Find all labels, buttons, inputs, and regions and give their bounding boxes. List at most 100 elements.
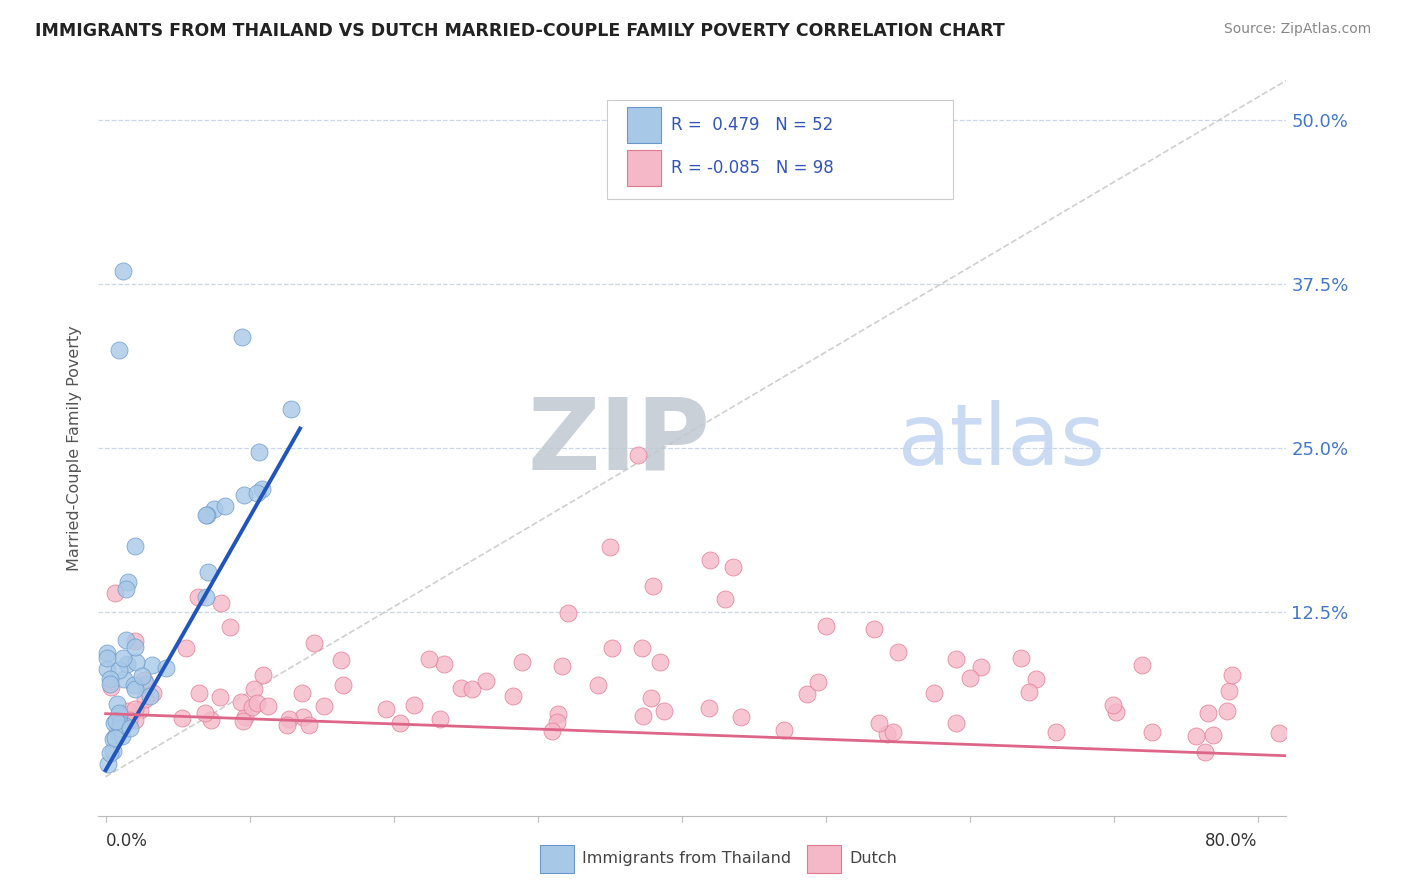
Point [599, 540, 621, 554]
Point [868, 715, 890, 730]
Point [1025, 672, 1047, 686]
Point [510, 656, 533, 670]
Text: Dutch: Dutch [849, 852, 897, 866]
Point [375, 702, 398, 716]
Text: R = -0.085   N = 98: R = -0.085 N = 98 [671, 159, 834, 177]
Point [100, 680, 122, 694]
Point [124, 640, 146, 655]
Point [697, 701, 720, 715]
Point [98, 672, 121, 686]
Point [242, 681, 264, 696]
Point [197, 566, 219, 580]
Point [652, 704, 675, 718]
Point [111, 264, 134, 278]
Point [96, 662, 118, 676]
Point [882, 725, 904, 739]
Point [602, 640, 624, 655]
Point [124, 702, 146, 716]
Point [1132, 658, 1154, 673]
Point [118, 722, 141, 736]
Point [107, 343, 129, 357]
Point [404, 698, 426, 712]
Point [124, 713, 146, 727]
Point [122, 678, 145, 692]
Point [105, 724, 128, 739]
Point [219, 619, 242, 633]
Point [232, 714, 254, 728]
Point [389, 715, 412, 730]
Point [134, 673, 156, 688]
Point [631, 640, 654, 655]
Point [1268, 725, 1291, 739]
Point [170, 711, 193, 725]
Point [291, 710, 314, 724]
Point [108, 721, 131, 735]
Point [124, 655, 146, 669]
Point [98, 677, 121, 691]
Point [648, 655, 671, 669]
Text: Source: ZipAtlas.com: Source: ZipAtlas.com [1223, 22, 1371, 37]
Point [117, 574, 139, 589]
Point [475, 674, 498, 689]
Point [194, 706, 217, 721]
Point [796, 687, 818, 701]
Point [1215, 705, 1237, 719]
Point [108, 663, 131, 677]
Point [773, 723, 796, 738]
Point [1011, 651, 1033, 665]
Point [214, 499, 236, 513]
Point [862, 622, 884, 636]
Point [252, 668, 274, 682]
Point [641, 579, 664, 593]
Point [541, 724, 564, 739]
Point [233, 488, 256, 502]
Point [970, 660, 993, 674]
Text: 0.0%: 0.0% [105, 832, 148, 850]
Point [699, 553, 721, 567]
Point [1198, 706, 1220, 721]
Text: 80.0%: 80.0% [1205, 832, 1258, 850]
Point [231, 329, 253, 343]
Point [502, 690, 524, 704]
Point [229, 695, 252, 709]
Point [922, 686, 945, 700]
Point [202, 501, 225, 516]
Point [257, 699, 280, 714]
Point [115, 633, 138, 648]
Point [96, 651, 118, 665]
Point [131, 669, 153, 683]
Point [247, 445, 270, 459]
Point [188, 686, 211, 700]
Point [139, 690, 162, 704]
Point [135, 677, 157, 691]
Point [104, 731, 127, 745]
Point [111, 650, 134, 665]
Point [103, 715, 125, 730]
Point [1201, 728, 1223, 742]
Point [233, 710, 256, 724]
Point [1194, 745, 1216, 759]
Point [101, 731, 124, 746]
Point [209, 596, 232, 610]
Point [1045, 725, 1067, 739]
Point [104, 585, 127, 599]
Point [96, 646, 118, 660]
Point [105, 714, 128, 729]
Point [197, 508, 219, 522]
Text: IMMIGRANTS FROM THAILAND VS DUTCH MARRIED-COUPLE FAMILY POVERTY CORRELATION CHAR: IMMIGRANTS FROM THAILAND VS DUTCH MARRIE… [35, 22, 1005, 40]
Point [291, 686, 314, 700]
Point [298, 717, 321, 731]
Point [200, 713, 222, 727]
Point [108, 706, 131, 720]
Point [155, 661, 177, 675]
Point [1105, 705, 1128, 719]
Point [128, 703, 150, 717]
Point [124, 633, 146, 648]
Point [304, 636, 326, 650]
Point [1218, 684, 1240, 698]
Point [142, 685, 165, 699]
Point [117, 704, 139, 718]
Point [246, 696, 269, 710]
Point [1102, 698, 1125, 712]
Point [1185, 730, 1208, 744]
